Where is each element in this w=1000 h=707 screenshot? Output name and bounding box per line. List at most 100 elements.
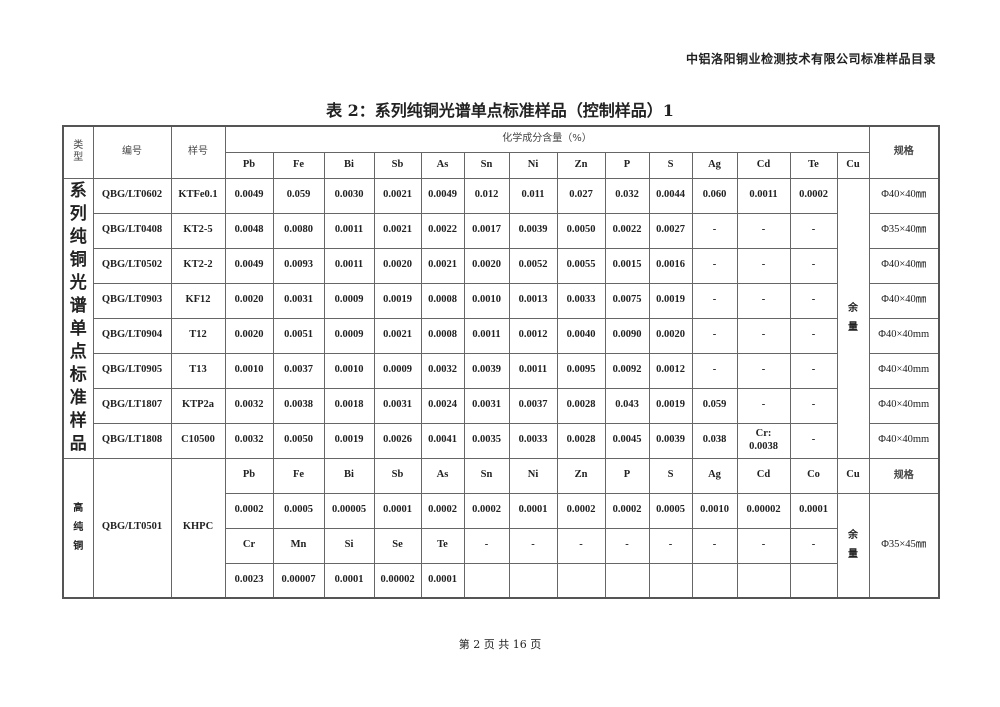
table-row: Cr Mn Si Se Te - - - - - - - - <box>63 527 939 564</box>
cell-value: 0.0011 <box>323 247 375 284</box>
header-element: Pb <box>224 151 274 179</box>
cell-value: 0.0023 <box>224 562 274 599</box>
cell-element: Co <box>789 457 838 494</box>
header-element: Te <box>789 151 838 179</box>
cell-value: 0.060 <box>691 177 738 214</box>
table-title: 表 2：系列纯铜光谱单点标准样品（控制样品）1 <box>326 101 674 120</box>
cell-spec: Φ40×40㎜ <box>868 177 940 214</box>
page-footer: 第 2 页 共 16 页 <box>458 638 542 651</box>
cell-value: 0.0011 <box>323 212 375 249</box>
cell-element: Zn <box>556 457 606 494</box>
cell-value: 0.0041 <box>420 422 465 459</box>
cell-value: 0.0031 <box>373 387 422 424</box>
table-row: QBG/LT0905 T13 0.0010 0.0037 0.0010 0.0009 0.0… <box>63 352 940 389</box>
header-element: Sn <box>463 151 510 179</box>
cell-value: - <box>789 387 838 424</box>
cell-spec: Φ40×40mm <box>868 387 940 424</box>
cell-value: 0.0017 <box>463 212 510 249</box>
cell-value <box>604 562 650 599</box>
cell-spec: Φ40×40㎜ <box>868 282 940 319</box>
cell-value: Cr: 0.0038 <box>736 422 791 459</box>
header-element: Zn <box>556 151 606 179</box>
cell-value: 0.0030 <box>323 177 375 214</box>
cell-value: 0.0022 <box>420 212 465 249</box>
cell-sample: KF12 <box>170 282 226 319</box>
cell-value: 0.0032 <box>224 422 274 459</box>
cell-value: 0.032 <box>604 177 650 214</box>
cell-value: 0.0092 <box>604 352 650 389</box>
table-row: QBG/LT0903 KF12 0.0020 0.0031 0.0009 0.0019 0.… <box>63 282 940 319</box>
cell-value: 0.0045 <box>604 422 650 459</box>
cell-code: QBG/LT0501 <box>92 457 172 599</box>
cell-value: 0.00007 <box>272 562 325 599</box>
cell-value: 0.0016 <box>648 247 693 284</box>
cell-value: 0.0002 <box>420 492 465 529</box>
cell-value: 0.0093 <box>272 247 325 284</box>
cell-value: 0.0048 <box>224 212 274 249</box>
cell-value: 0.0028 <box>556 422 606 459</box>
cell-value: 0.0012 <box>648 352 693 389</box>
cell-value: - <box>736 317 791 354</box>
cell-value: 0.0009 <box>323 317 375 354</box>
cell-value: 0.0020 <box>373 247 422 284</box>
cell-value: 0.0044 <box>648 177 693 214</box>
cell-element: Fe <box>272 457 325 494</box>
cell-value: 0.0015 <box>604 247 650 284</box>
cell-value: 0.011 <box>508 177 558 214</box>
cell-value <box>736 562 791 599</box>
cell-value: 0.0051 <box>272 317 325 354</box>
table-row: QBG/LT0904 T12 0.0020 0.0051 0.0009 0.0021 0.0… <box>63 317 940 354</box>
header-element: Fe <box>272 151 325 179</box>
cell-element: - <box>691 527 738 564</box>
cell-value: 0.0005 <box>272 492 325 529</box>
cell-element: - <box>556 527 606 564</box>
cell-value: 0.0021 <box>420 247 465 284</box>
cell-value: 0.0032 <box>224 387 274 424</box>
cell-value: 0.0033 <box>508 422 558 459</box>
cell-code: QBG/LT0903 <box>92 282 172 319</box>
cell-value: - <box>789 352 838 389</box>
cell-value <box>691 562 738 599</box>
cell-spec: Φ35×45㎜ <box>868 492 940 599</box>
cell-element: Ni <box>508 457 558 494</box>
header-element: P <box>604 151 650 179</box>
cell-value <box>789 562 838 599</box>
cell-value: 0.0095 <box>556 352 606 389</box>
cell-value: 0.0013 <box>508 282 558 319</box>
cell-element: Mn <box>272 527 325 564</box>
cell-value: 0.059 <box>691 387 738 424</box>
cell-value: 0.0019 <box>648 387 693 424</box>
cell-code: QBG/LT0602 <box>92 177 172 214</box>
cell-value: 0.0027 <box>648 212 693 249</box>
cell-sample: KT2-5 <box>170 212 226 249</box>
cell-spec: Φ40×40mm <box>868 317 940 354</box>
cell-value: - <box>736 212 791 249</box>
standard-samples-table: 类 型编号 样号 化学成分含量（%） 规格 Pb Fe Bi Sb As Sn Ni Zn P S Ag Cd… <box>62 125 940 599</box>
cell-value: 0.0002 <box>604 492 650 529</box>
cell-value: 0.0020 <box>224 282 274 319</box>
cell-element: Si <box>323 527 375 564</box>
cell-value: 0.00002 <box>736 492 791 529</box>
cell-value: - <box>789 212 838 249</box>
cell-spec: Φ40×40㎜ <box>868 247 940 284</box>
cell-value: 0.0018 <box>323 387 375 424</box>
cell-value: 0.0040 <box>556 317 606 354</box>
cell-value: 0.059 <box>272 177 325 214</box>
cell-element: - <box>648 527 693 564</box>
header-element: Bi <box>323 151 375 179</box>
cell-sample: KTP2a <box>170 387 226 424</box>
table-row: QBG/LT1808 C10500 0.0032 0.0050 0.0019 0.0026… <box>63 422 940 459</box>
header-element: As <box>420 151 465 179</box>
cell-element: Sb <box>373 457 422 494</box>
cell-value: - <box>736 352 791 389</box>
cell-value: 0.0002 <box>556 492 606 529</box>
cell-value: - <box>691 212 738 249</box>
cell-value: 0.0008 <box>420 282 465 319</box>
cell-element: - <box>604 527 650 564</box>
cell-value: 0.0021 <box>373 317 422 354</box>
cell-value: 0.0038 <box>272 387 325 424</box>
cell-value: 0.0010 <box>323 352 375 389</box>
cell-element: Bi <box>323 457 375 494</box>
cell-value: 0.0031 <box>463 387 510 424</box>
header-element: Sb <box>373 151 422 179</box>
